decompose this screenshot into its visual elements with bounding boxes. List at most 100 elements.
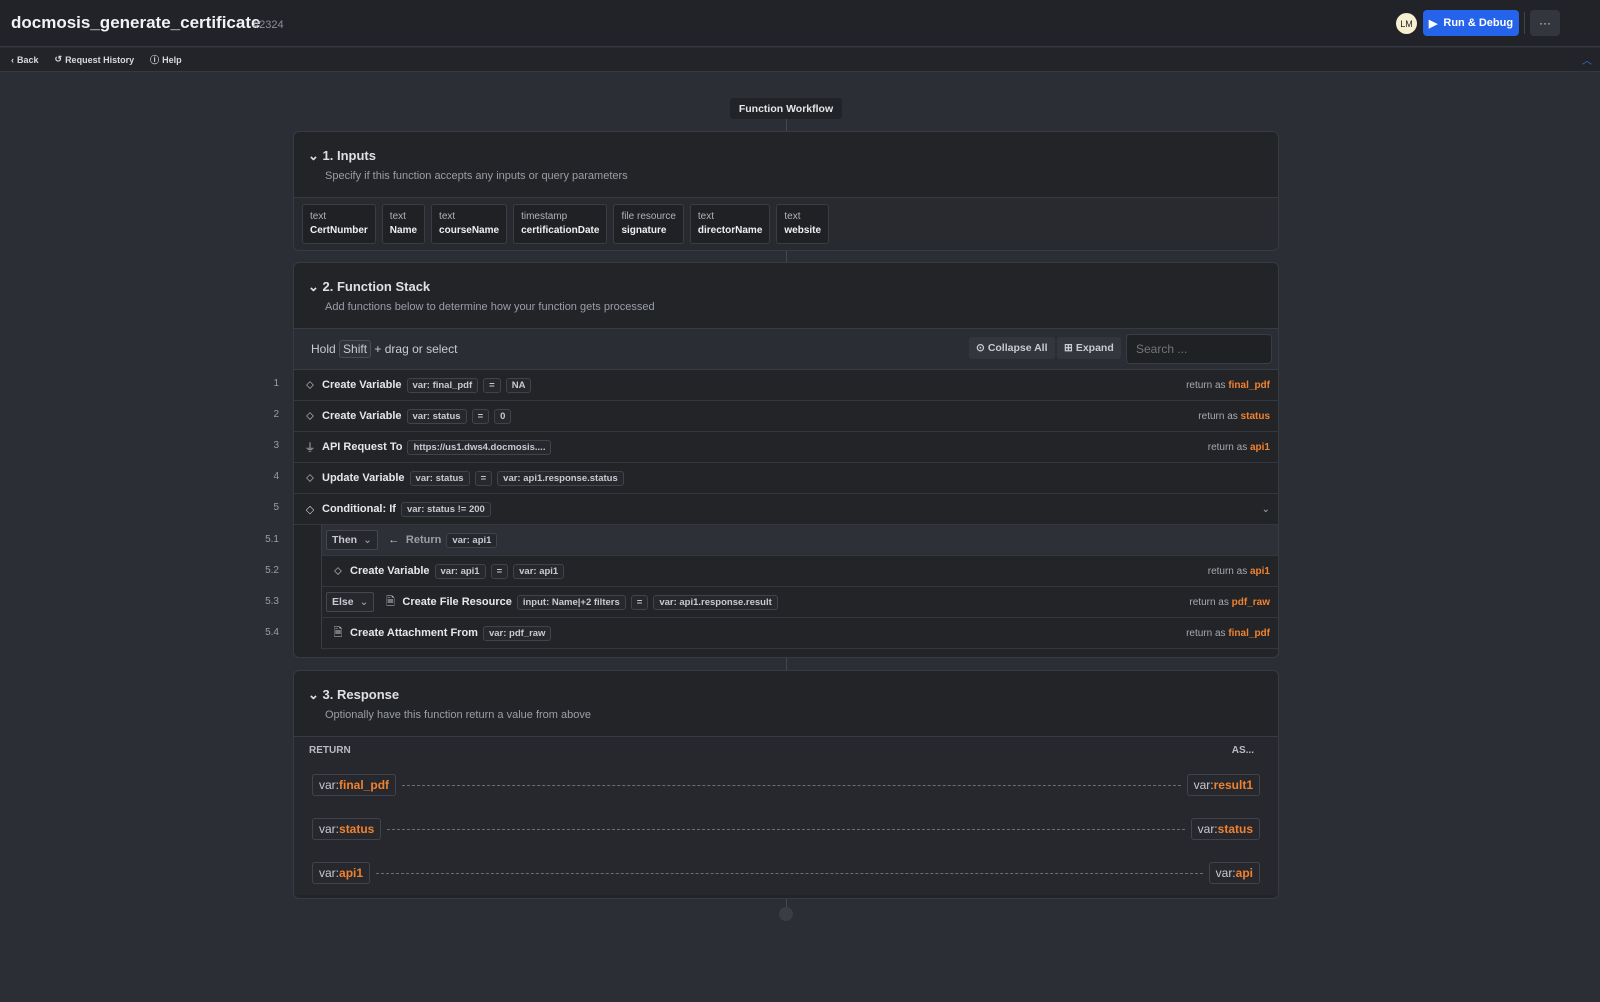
request-history-link[interactable]: ↺ Request History <box>54 54 135 65</box>
top-bar: docmosis_generate_certificate #2324 LM ▶… <box>0 0 1600 47</box>
history-icon: ↺ <box>54 54 63 64</box>
file-icon: 🗎 <box>385 595 395 608</box>
return-as-value: api <box>1235 866 1253 880</box>
expand-chevron-icon[interactable]: ⌄ <box>1261 503 1270 515</box>
run-debug-button[interactable]: ▶ Run & Debug <box>1423 10 1519 36</box>
return-value: status <box>339 822 375 836</box>
return-var: final_pdf <box>1228 379 1270 391</box>
inputs-header[interactable]: ⌄ 1. Inputs Specify if this function acc… <box>294 132 1278 198</box>
input-param[interactable]: text CertNumber <box>302 204 376 244</box>
back-link[interactable]: ‹ Back <box>11 54 39 65</box>
param-pill[interactable]: = <box>483 377 501 393</box>
return-var: status <box>1240 410 1270 422</box>
param-pill[interactable]: = <box>474 470 493 486</box>
connector <box>786 251 787 262</box>
diamond-icon: ◇ <box>305 503 315 516</box>
function-row[interactable]: ⏚ API Request To https://us1.dws4.docmosis… <box>294 432 1278 463</box>
row-number: 2 <box>273 409 279 421</box>
param-pill[interactable]: var: pdf_raw <box>482 625 552 641</box>
input-type: file resource <box>621 211 676 222</box>
input-name: website <box>784 225 822 236</box>
function-row[interactable]: 🗎 Create Attachment From var: pdf_raw retur… <box>321 618 1278 649</box>
return-as-pill[interactable]: var:api <box>1208 862 1260 884</box>
param-pill[interactable]: = <box>490 563 509 579</box>
param-pill[interactable]: var: status != 200 <box>400 501 491 517</box>
input-param[interactable]: text website <box>776 204 830 244</box>
return-value-pill[interactable]: var:api1 <box>312 862 371 884</box>
tag-icon: ⬦ <box>306 471 314 484</box>
function-label: Create File Resource <box>402 596 512 608</box>
param-pill[interactable]: var: api1.response.result <box>653 594 778 610</box>
function-row[interactable]: ⬦ Create Variable var: api1 = var: api1 retur… <box>321 556 1278 587</box>
function-row[interactable]: ⬦ Create Variable var: final_pdf = NA return … <box>294 370 1278 401</box>
dashed-connector <box>387 828 1185 830</box>
param-pill[interactable]: = <box>471 408 490 424</box>
branch-label: Else <box>332 596 354 608</box>
input-param[interactable]: timestamp certificationDate <box>513 204 608 244</box>
return-as: return as api1 <box>1208 442 1270 453</box>
function-label: Return <box>405 534 442 546</box>
param-pill[interactable]: var: api1 <box>513 563 565 579</box>
expand-button[interactable]: ⊞ Expand <box>1057 337 1121 359</box>
var-prefix: var: <box>319 822 340 836</box>
function-row[interactable]: ⬦ Update Variable var: status = var: api1.re… <box>294 463 1278 494</box>
return-var: api1 <box>1249 441 1270 453</box>
return-as-label: return as <box>1207 441 1248 453</box>
return-as-pill[interactable]: var:status <box>1190 818 1260 840</box>
input-type: text <box>784 211 801 222</box>
return-var: api1 <box>1249 565 1270 577</box>
row-number: 1 <box>273 378 279 389</box>
row-number: 5.1 <box>265 533 279 545</box>
function-row[interactable]: ⬦ Create Variable var: status = 0 return as s… <box>294 401 1278 432</box>
function-row[interactable]: Else ⌄ 🗎 Create File Resource input: Name|+2… <box>321 587 1278 618</box>
function-id: #2324 <box>253 19 284 31</box>
branch-select-then[interactable]: Then ⌄ <box>326 530 378 550</box>
collapse-chevron-icon[interactable]: ︿ <box>1582 56 1592 67</box>
param-pill[interactable]: NA <box>505 377 532 393</box>
return-value-pill[interactable]: var:final_pdf <box>312 774 397 796</box>
inputs-section: ⌄ 1. Inputs Specify if this function acc… <box>293 131 1279 251</box>
chevron-down-icon: ⌄ <box>308 148 319 163</box>
param-pill[interactable]: var: api1.response.status <box>497 470 624 486</box>
param-pill[interactable]: var: status <box>406 408 467 424</box>
input-param[interactable]: file resource signature <box>613 204 684 244</box>
param-pill[interactable]: var: api1 <box>434 563 486 579</box>
param-pill[interactable]: var: api1 <box>446 532 498 548</box>
param-pill[interactable]: var: status <box>409 470 470 486</box>
param-pill[interactable]: = <box>630 594 649 610</box>
var-prefix: var: <box>1193 778 1214 792</box>
input-param[interactable]: text Name <box>381 204 426 244</box>
return-as: return as pdf_raw <box>1189 597 1270 608</box>
row-number: 5 <box>273 502 279 514</box>
param-pill[interactable]: var: final_pdf <box>406 377 479 393</box>
function-row[interactable]: Then ⌄ ← Return var: api1 <box>321 525 1278 556</box>
param-pill[interactable]: 0 <box>494 408 512 424</box>
input-name: courseName <box>439 225 500 236</box>
help-link[interactable]: ⓘ Help <box>150 54 182 66</box>
branch-select-else[interactable]: Else ⌄ <box>326 592 375 612</box>
stack-description: Add functions below to determine how you… <box>325 301 655 313</box>
more-options-button[interactable]: ··· <box>1530 10 1560 36</box>
input-type: text <box>389 211 406 222</box>
connector <box>786 119 787 131</box>
add-node-dot[interactable] <box>779 907 793 921</box>
return-value-pill[interactable]: var:status <box>312 818 382 840</box>
return-as-pill[interactable]: var:result1 <box>1186 774 1260 796</box>
input-param[interactable]: text directorName <box>689 204 771 244</box>
stack-header[interactable]: ⌄ 2. Function Stack Add functions below … <box>294 263 1278 329</box>
avatar[interactable]: LM <box>1396 13 1417 34</box>
search-input[interactable] <box>1126 334 1272 364</box>
input-name: Name <box>389 225 418 236</box>
param-pill[interactable]: input: Name|+2 filters <box>516 594 626 610</box>
function-row[interactable]: ◇ Conditional: If var: status != 200 ⌄ <box>294 494 1278 525</box>
connector <box>786 658 787 670</box>
collapse-all-button[interactable]: ⊙ Collapse All <box>969 337 1055 359</box>
dashed-connector <box>402 784 1181 786</box>
return-as: return as api1 <box>1208 566 1270 577</box>
response-header[interactable]: ⌄ 3. Response Optionally have this funct… <box>294 671 1278 737</box>
chevron-down-icon: ⌄ <box>359 596 369 608</box>
return-as-label: return as <box>1186 379 1226 391</box>
input-param[interactable]: text courseName <box>431 204 508 244</box>
param-pill[interactable]: https://us1.dws4.docmosis.... <box>407 439 552 455</box>
inputs-title: ⌄ 1. Inputs <box>308 148 376 163</box>
